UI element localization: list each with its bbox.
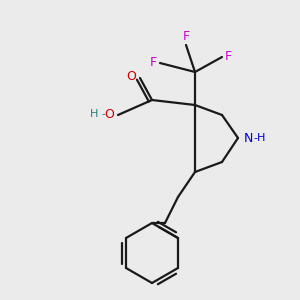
Text: F: F — [225, 50, 232, 64]
Text: N: N — [244, 131, 254, 145]
Text: O: O — [104, 107, 114, 121]
Text: H -: H - — [90, 109, 106, 119]
Text: O: O — [126, 70, 136, 83]
Text: F: F — [150, 56, 157, 70]
Text: F: F — [182, 30, 190, 43]
Text: -H: -H — [253, 133, 266, 143]
